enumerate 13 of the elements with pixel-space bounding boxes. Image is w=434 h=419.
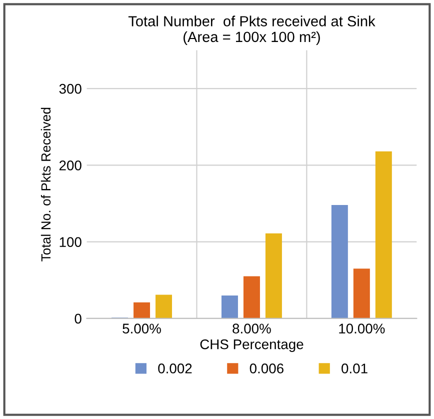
legend-label: 0.006: [250, 364, 284, 374]
x-axis-title: CHS Percentage: [200, 339, 304, 352]
y-axis-title: Total No. of Pkts Received: [40, 108, 51, 262]
x-tick-label: 10.00%: [339, 324, 385, 334]
legend-label: 0.002: [158, 364, 192, 374]
x-tick-label: 8.00%: [232, 324, 271, 334]
y-tick-label: 0: [74, 314, 82, 324]
y-tick-label: 300: [59, 84, 82, 94]
y-tick-label: 100: [60, 237, 82, 247]
x-tick-label: 5.00%: [122, 324, 161, 334]
legend-label: 0.01: [342, 364, 368, 374]
chart-title: Total Number of Pkts received at Sink (Area = 100x 100 m²): [128, 16, 376, 45]
y-tick-label: 200: [59, 160, 82, 170]
